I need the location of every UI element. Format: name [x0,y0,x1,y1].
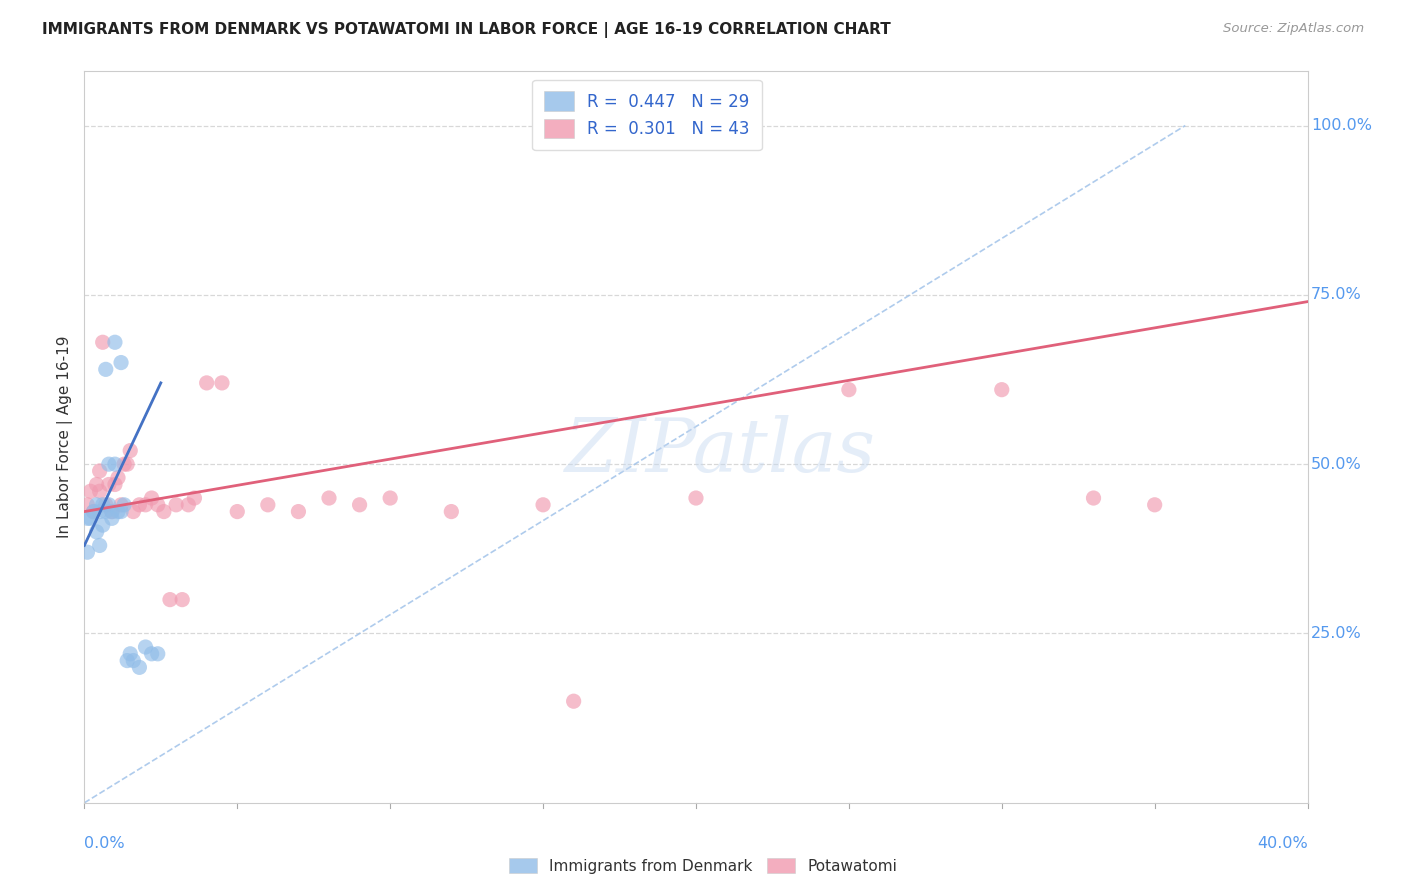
Point [380,491,402,505]
Text: 40.0%: 40.0% [1257,836,1308,851]
Point [838,383,860,397]
Point [104,457,127,471]
Point [76,545,98,559]
Point [257,498,280,512]
Point [349,498,371,512]
Point [115,457,138,471]
Point [1083,491,1105,505]
Point [79,511,101,525]
Point [531,498,554,512]
Point [110,355,132,369]
Point [122,505,145,519]
Point [104,335,127,350]
Point [177,498,200,512]
Point [128,498,150,512]
Point [141,491,163,505]
Point [97,498,120,512]
Point [107,505,129,519]
Point [112,457,135,471]
Point [115,654,138,668]
Point [76,498,98,512]
Point [89,505,111,519]
Point [122,654,145,668]
Point [86,477,108,491]
Point [86,524,108,539]
Point [195,376,218,390]
Point [172,592,194,607]
Point [101,505,124,519]
Legend: R =  0.447   N = 29, R =  0.301   N = 43: R = 0.447 N = 29, R = 0.301 N = 43 [533,79,762,150]
Point [101,505,124,519]
Point [562,694,585,708]
Point [141,647,163,661]
Point [94,505,117,519]
Point [128,660,150,674]
Point [89,464,111,478]
Point [685,491,707,505]
Point [91,518,114,533]
Point [287,505,309,519]
Text: 25.0%: 25.0% [1312,626,1362,641]
Point [97,457,120,471]
Legend: Immigrants from Denmark, Potawatomi: Immigrants from Denmark, Potawatomi [503,852,903,880]
Point [76,511,98,525]
Text: 50.0%: 50.0% [1312,457,1362,472]
Point [135,640,157,654]
Point [110,505,132,519]
Point [83,505,105,519]
Point [135,498,157,512]
Text: ZIPatlas: ZIPatlas [565,416,876,488]
Text: 0.0%: 0.0% [84,836,125,851]
Point [83,505,105,519]
Point [94,498,117,512]
Point [86,498,108,512]
Point [1143,498,1166,512]
Point [159,592,181,607]
Point [153,505,176,519]
Point [91,335,114,350]
Point [89,484,111,499]
Point [440,505,463,519]
Point [104,477,127,491]
Point [318,491,340,505]
Point [97,477,120,491]
Text: Source: ZipAtlas.com: Source: ZipAtlas.com [1223,22,1364,36]
Point [183,491,205,505]
Point [112,498,135,512]
Point [120,443,142,458]
Point [79,484,101,499]
Text: 100.0%: 100.0% [1312,118,1372,133]
Y-axis label: In Labor Force | Age 16-19: In Labor Force | Age 16-19 [58,335,73,539]
Point [91,498,114,512]
Point [991,383,1014,397]
Point [146,647,169,661]
Text: IMMIGRANTS FROM DENMARK VS POTAWATOMI IN LABOR FORCE | AGE 16-19 CORRELATION CHA: IMMIGRANTS FROM DENMARK VS POTAWATOMI IN… [42,22,891,38]
Point [120,647,142,661]
Point [165,498,187,512]
Point [146,498,169,512]
Point [101,511,124,525]
Point [94,362,117,376]
Point [110,498,132,512]
Point [211,376,233,390]
Point [226,505,249,519]
Text: 75.0%: 75.0% [1312,287,1362,302]
Point [89,538,111,552]
Point [107,471,129,485]
